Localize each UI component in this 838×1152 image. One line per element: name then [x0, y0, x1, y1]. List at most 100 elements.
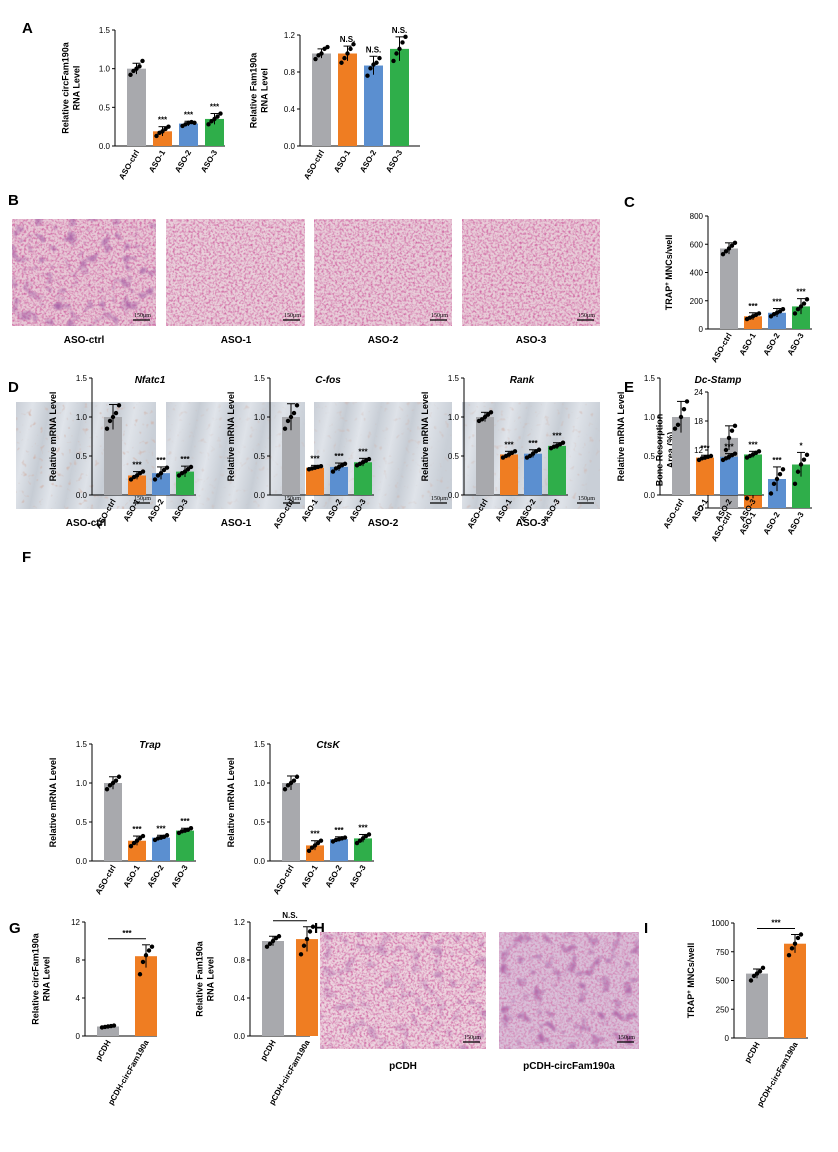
data-point	[756, 449, 762, 454]
x-tick-label: ASO-3	[786, 510, 806, 536]
significance-mark: ***	[132, 825, 142, 834]
data-point	[365, 73, 370, 78]
data-point	[285, 418, 291, 424]
panel-label-h: H	[314, 920, 325, 937]
scale-bar-label: 150μm	[284, 496, 301, 502]
y-axis-label: Relative Fam190aRNA Level	[195, 940, 216, 1017]
data-point	[729, 428, 735, 433]
y-tick-label: 4	[76, 994, 81, 1003]
bar	[312, 53, 331, 146]
micrograph-caption: pCDH-circFam190a	[523, 1061, 615, 1072]
y-tick-label: 0.5	[644, 452, 656, 461]
data-point	[798, 304, 804, 309]
significance-mark: *	[799, 441, 803, 450]
x-tick-label: ASO-ctrl	[302, 149, 326, 182]
y-axis-label: Relative circFam190aRNA Level	[31, 932, 52, 1025]
chart-title: Rank	[510, 375, 535, 386]
y-tick-label: 1.5	[99, 26, 111, 35]
data-point	[110, 780, 116, 786]
significance-mark: ***	[334, 826, 344, 835]
x-tick-label: ASO-3	[348, 863, 368, 889]
data-point	[161, 467, 167, 473]
micrograph-caption: ASO-ctrl	[66, 518, 107, 529]
data-point	[107, 418, 113, 424]
data-point	[795, 469, 801, 474]
y-tick-label: 800	[690, 212, 704, 221]
y-tick-label: 24	[694, 388, 703, 397]
data-point	[801, 301, 807, 306]
x-tick-label: ASO-3	[199, 148, 219, 174]
data-point	[285, 783, 291, 788]
y-tick-label: 0	[76, 1032, 81, 1041]
y-tick-label: 1.5	[254, 740, 266, 749]
data-point	[342, 55, 347, 61]
data-point	[164, 465, 170, 470]
y-axis-label: Relative mRNA Level	[616, 392, 626, 482]
bar	[364, 65, 383, 146]
y-tick-label: 0.5	[254, 452, 266, 461]
y-tick-label: 0.5	[76, 818, 88, 827]
data-point	[140, 469, 146, 474]
data-point	[143, 953, 149, 958]
data-point	[107, 783, 113, 788]
data-point	[304, 936, 310, 942]
significance-mark: ***	[700, 444, 710, 453]
micrograph-caption: pCDH	[389, 1061, 417, 1072]
data-point	[368, 66, 373, 71]
data-point	[116, 774, 122, 779]
bar	[127, 68, 146, 146]
x-tick-label: ASO-2	[762, 510, 782, 536]
y-tick-label: 8	[76, 956, 81, 965]
data-point	[312, 843, 318, 848]
data-point	[482, 414, 488, 420]
y-tick-label: 0.0	[234, 1032, 246, 1041]
x-tick-label: pCDH-circFam190a	[755, 1040, 800, 1109]
x-tick-label: ASO-3	[170, 863, 190, 889]
bar	[306, 467, 324, 495]
data-point	[732, 451, 738, 456]
data-point	[140, 959, 146, 965]
data-point	[330, 469, 336, 474]
bar	[500, 454, 518, 495]
data-point	[780, 307, 786, 312]
bar	[282, 417, 300, 495]
chart-title: Nfatc1	[135, 375, 166, 386]
micrograph-caption: ASO-ctrl	[64, 335, 105, 346]
x-tick-label: ASO-1	[147, 148, 167, 174]
scale-bar-label: 150μm	[578, 313, 595, 319]
bar	[104, 783, 122, 861]
significance-mark: ***	[122, 929, 132, 938]
y-tick-label: 1.5	[448, 374, 460, 383]
y-tick-label: 0.0	[99, 142, 111, 151]
data-point	[158, 470, 164, 476]
data-point	[792, 481, 798, 487]
data-point	[345, 51, 350, 56]
data-point	[792, 941, 798, 946]
y-tick-label: 0.5	[99, 103, 111, 112]
x-tick-label: ASO-3	[384, 148, 404, 174]
data-point	[110, 414, 116, 420]
x-tick-label: ASO-1	[300, 863, 320, 889]
data-point	[684, 399, 690, 404]
significance-mark: ***	[180, 817, 190, 826]
data-point	[310, 924, 316, 929]
data-point	[154, 133, 159, 139]
data-point	[798, 462, 804, 467]
data-point	[768, 491, 774, 496]
data-point	[339, 60, 344, 65]
bar	[152, 837, 170, 861]
data-point	[301, 943, 307, 948]
panel-label-d: D	[8, 379, 19, 396]
chart-g1: 0 4 8 12 Relative circFam190aRNA Level pCDHpC…	[31, 918, 157, 1107]
data-point	[182, 469, 188, 474]
data-point	[113, 778, 119, 783]
data-point	[152, 477, 158, 482]
data-point	[104, 787, 110, 792]
y-tick-label: 0.4	[234, 994, 246, 1003]
micrograph-caption: ASO-1	[221, 335, 252, 346]
data-point	[134, 838, 140, 843]
data-point	[377, 55, 382, 61]
data-point	[166, 124, 171, 129]
data-point	[116, 403, 122, 408]
